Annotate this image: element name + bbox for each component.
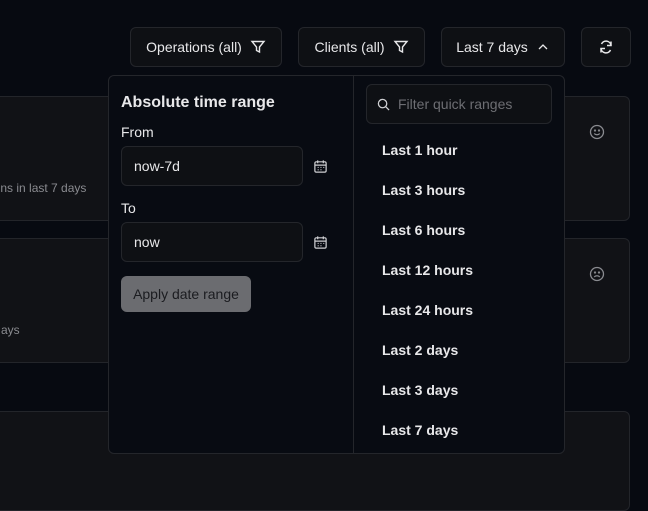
frown-icon [589, 266, 605, 287]
quick-range-item[interactable]: Last 24 hours [382, 302, 474, 318]
quick-range-item[interactable]: Last 3 days [382, 382, 459, 398]
card-subtitle: ays [1, 323, 20, 337]
quick-range-item[interactable]: Last 7 days [382, 422, 459, 438]
apply-date-range-button[interactable]: Apply date range [121, 276, 251, 312]
operations-filter-button[interactable]: Operations (all) [130, 27, 282, 67]
quick-range-item[interactable]: Last 6 hours [382, 222, 466, 238]
quick-range-search[interactable]: Filter quick ranges [366, 84, 552, 124]
date-range-popover: Absolute time range From now-7d To now A… [108, 75, 565, 454]
date-range-button[interactable]: Last 7 days [441, 27, 565, 67]
quick-range-item[interactable]: Last 12 hours [382, 262, 474, 278]
chevron-up-icon [538, 44, 548, 50]
absolute-range-panel: Absolute time range From now-7d To now A… [109, 76, 354, 453]
calendar-icon[interactable] [313, 159, 328, 174]
to-input[interactable]: now [121, 222, 303, 262]
to-label: To [121, 200, 136, 216]
clients-label: Clients (all) [314, 39, 385, 55]
from-input[interactable]: now-7d [121, 146, 303, 186]
quick-ranges-panel: Filter quick ranges Last 1 hour Last 3 h… [354, 76, 564, 453]
filter-icon [393, 40, 408, 54]
quick-range-item[interactable]: Last 3 hours [382, 182, 466, 198]
panel-title: Absolute time range [121, 94, 275, 111]
clients-filter-button[interactable]: Clients (all) [298, 27, 425, 67]
card-subtitle: ations in last 7 days [0, 181, 87, 195]
refresh-icon [600, 40, 612, 54]
from-label: From [121, 124, 154, 140]
refresh-button[interactable] [581, 27, 631, 67]
quick-range-item[interactable]: Last 1 hour [382, 142, 458, 158]
search-placeholder: Filter quick ranges [398, 96, 513, 112]
operations-label: Operations (all) [146, 39, 242, 55]
date-range-label: Last 7 days [456, 39, 528, 55]
search-icon [377, 98, 390, 111]
calendar-icon[interactable] [313, 235, 328, 250]
quick-range-item[interactable]: Last 2 days [382, 342, 459, 358]
smile-icon [589, 124, 605, 145]
filter-icon [250, 40, 266, 54]
